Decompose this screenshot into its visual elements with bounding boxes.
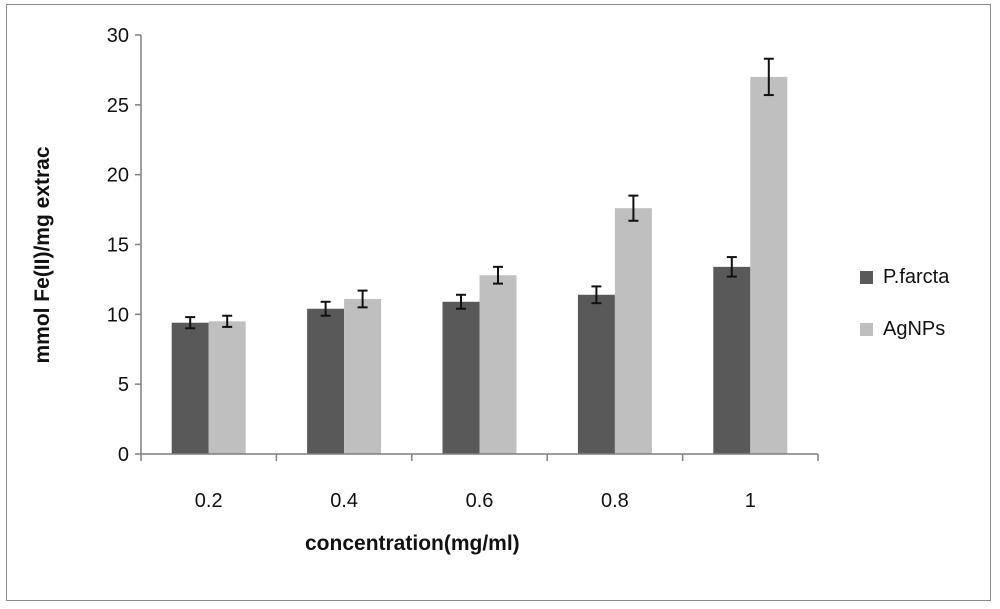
legend-item-agnps: AgNPs xyxy=(860,314,949,344)
legend: P.farcta AgNPs xyxy=(860,262,949,366)
axes-layer: 0 5 10 15 20 25 30 0.2 0.4 0.6 0.8 1 xyxy=(107,25,819,512)
x-axis-title: concentration(mg/ml) xyxy=(305,532,520,555)
bar-agnps-0.4 xyxy=(344,298,382,454)
error-bar-agnps-0.6 xyxy=(493,265,503,285)
legend-swatch-p-farcta xyxy=(860,270,873,284)
error-bar-p-farcta-0.8 xyxy=(591,285,602,305)
error-bar-agnps-0.2 xyxy=(222,314,233,328)
bar-p-farcta-0.8 xyxy=(577,294,615,454)
bar-agnps-0.8 xyxy=(614,208,652,454)
legend-label-p-farcta: P.farcta xyxy=(883,265,950,288)
bar-p-farcta-0.6 xyxy=(442,301,480,454)
y-tick-label: 30 xyxy=(107,25,129,47)
error-bar-p-farcta-0.6 xyxy=(456,293,466,310)
bar-p-farcta-0.2 xyxy=(171,322,209,454)
y-tick-label: 10 xyxy=(107,304,129,326)
x-tick-label: 1 xyxy=(745,490,756,512)
error-bar-agnps-0.4 xyxy=(357,289,368,309)
legend-item-p-farcta: P.farcta xyxy=(860,262,949,292)
y-axis-title-wrap: mmol Fe(II)/mg extrac xyxy=(18,90,68,420)
y-axis-title: mmol Fe(II)/mg extrac xyxy=(31,146,54,364)
bar-agnps-0.2 xyxy=(208,321,246,454)
y-tick-label: 15 xyxy=(107,235,129,257)
x-tick-label: 0.4 xyxy=(330,490,358,512)
bar-p-farcta-0.4 xyxy=(307,308,345,454)
x-tick-label: 0.6 xyxy=(466,490,494,512)
legend-label-agnps: AgNPs xyxy=(883,317,946,340)
error-bar-p-farcta-0.4 xyxy=(320,300,331,317)
y-tick-label: 25 xyxy=(107,95,129,117)
y-tick-label: 5 xyxy=(118,374,129,396)
error-bar-agnps-1 xyxy=(763,57,774,97)
bar-agnps-1 xyxy=(750,76,788,455)
error-bar-p-farcta-0.2 xyxy=(185,316,196,330)
bar-agnps-0.6 xyxy=(479,275,517,454)
bar-p-farcta-1 xyxy=(713,266,751,454)
error-bar-p-farcta-1 xyxy=(726,256,737,278)
y-tick-label: 0 xyxy=(118,444,129,466)
error-bar-agnps-0.8 xyxy=(628,194,639,222)
y-tick-label: 20 xyxy=(107,165,129,187)
x-tick-label: 0.8 xyxy=(601,490,629,512)
legend-swatch-agnps xyxy=(860,322,873,336)
x-tick-label: 0.2 xyxy=(195,490,223,512)
bars-layer xyxy=(171,57,788,455)
